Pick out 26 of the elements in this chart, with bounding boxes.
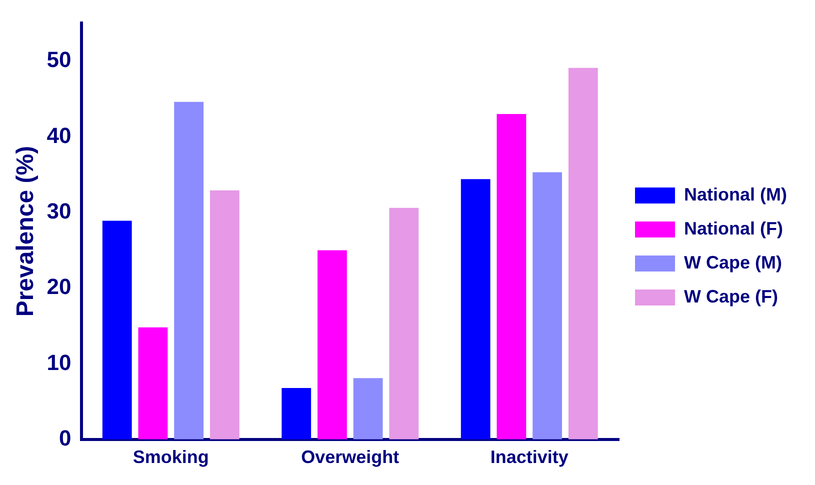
bar (532, 172, 562, 440)
y-tick-label: 0 (59, 425, 72, 450)
bar (282, 388, 312, 440)
y-tick-label: 10 (46, 350, 72, 375)
y-tick-label: 30 (46, 198, 72, 224)
y-tick-label: 20 (46, 274, 72, 300)
bar (460, 179, 490, 440)
bar (138, 327, 168, 440)
x-tick-label: Inactivity (490, 447, 568, 468)
bar (496, 114, 526, 440)
bar (568, 68, 598, 440)
x-tick-label: Overweight (301, 447, 400, 468)
bar (353, 378, 383, 440)
y-tick-label: 40 (46, 122, 72, 148)
bar (389, 208, 419, 440)
bar (210, 190, 240, 440)
x-tick-label: Smoking (132, 447, 209, 468)
legend-label: National (M) (684, 184, 788, 204)
bar (102, 220, 132, 440)
legend-label: W Cape (F) (684, 286, 778, 306)
legend-label: W Cape (M) (684, 252, 782, 272)
bar (174, 102, 204, 440)
legend-label: National (F) (684, 218, 784, 238)
y-tick-label: 50 (46, 47, 72, 72)
y-axis-title: Prevalence (%) (12, 146, 40, 317)
bar (318, 250, 347, 440)
